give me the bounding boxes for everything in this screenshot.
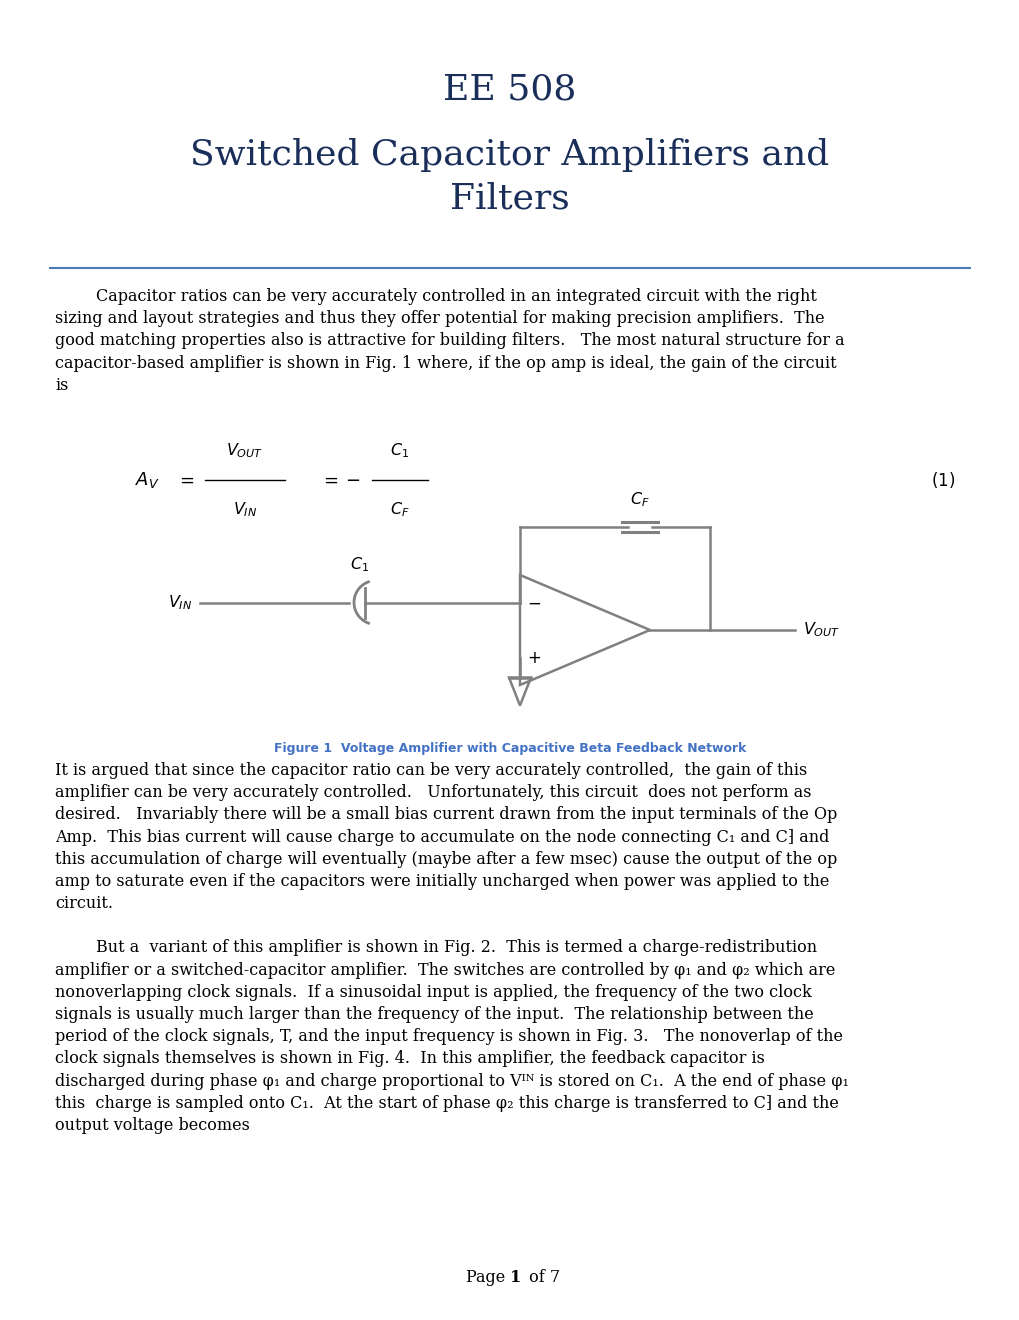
Text: capacitor-based amplifier is shown in Fig. 1 where, if the op amp is ideal, the : capacitor-based amplifier is shown in Fi… — [55, 355, 836, 372]
Text: this accumulation of charge will eventually (maybe after a few msec) cause the o: this accumulation of charge will eventua… — [55, 851, 837, 867]
Text: Switched Capacitor Amplifiers and
Filters: Switched Capacitor Amplifiers and Filter… — [191, 139, 828, 215]
Text: $(1)$: $(1)$ — [930, 470, 954, 490]
Text: $+$: $+$ — [527, 648, 540, 667]
Text: $A_V$: $A_V$ — [135, 470, 160, 490]
Text: amplifier or a switched-capacitor amplifier.  The switches are controlled by φ₁ : amplifier or a switched-capacitor amplif… — [55, 961, 835, 978]
Text: of 7: of 7 — [524, 1270, 559, 1287]
Text: amplifier can be very accurately controlled.   Unfortunately, this circuit  does: amplifier can be very accurately control… — [55, 784, 811, 801]
Text: But a  variant of this amplifier is shown in Fig. 2.  This is termed a charge-re: But a variant of this amplifier is shown… — [55, 940, 816, 957]
Text: $C_1$: $C_1$ — [351, 556, 369, 574]
Text: $=$: $=$ — [175, 471, 195, 488]
Text: circuit.: circuit. — [55, 895, 113, 912]
Text: discharged during phase φ₁ and charge proportional to Vᴵᴺ is stored on C₁.  A th: discharged during phase φ₁ and charge pr… — [55, 1073, 848, 1089]
Text: $-$: $-$ — [527, 594, 540, 611]
Text: $= -$: $= -$ — [320, 471, 361, 488]
Text: EE 508: EE 508 — [443, 73, 576, 106]
Text: signals is usually much larger than the frequency of the input.  The relationshi: signals is usually much larger than the … — [55, 1006, 813, 1023]
Text: $C_1$: $C_1$ — [390, 441, 410, 459]
Text: clock signals themselves is shown in Fig. 4.  In this amplifier, the feedback ca: clock signals themselves is shown in Fig… — [55, 1051, 764, 1068]
Text: $V_{IN}$: $V_{IN}$ — [167, 593, 192, 612]
Text: $V_{OUT}$: $V_{OUT}$ — [802, 620, 840, 639]
Text: $C_F$: $C_F$ — [389, 500, 410, 519]
Text: output voltage becomes: output voltage becomes — [55, 1117, 250, 1134]
Text: sizing and layout strategies and thus they offer potential for making precision : sizing and layout strategies and thus th… — [55, 310, 823, 327]
Text: nonoverlapping clock signals.  If a sinusoidal input is applied, the frequency o: nonoverlapping clock signals. If a sinus… — [55, 983, 811, 1001]
Text: amp to saturate even if the capacitors were initially uncharged when power was a: amp to saturate even if the capacitors w… — [55, 873, 828, 890]
Text: It is argued that since the capacitor ratio can be very accurately controlled,  : It is argued that since the capacitor ra… — [55, 762, 806, 779]
Text: good matching properties also is attractive for building filters.   The most nat: good matching properties also is attract… — [55, 333, 844, 350]
Text: Amp.  This bias current will cause charge to accumulate on the node connecting C: Amp. This bias current will cause charge… — [55, 829, 828, 846]
Text: 1: 1 — [510, 1270, 521, 1287]
Text: this  charge is sampled onto C₁.  At the start of phase φ₂ this charge is transf: this charge is sampled onto C₁. At the s… — [55, 1094, 838, 1111]
Text: desired.   Invariably there will be a small bias current drawn from the input te: desired. Invariably there will be a smal… — [55, 807, 837, 824]
Text: Capacitor ratios can be very accurately controlled in an integrated circuit with: Capacitor ratios can be very accurately … — [55, 288, 816, 305]
Text: Page: Page — [465, 1270, 510, 1287]
Text: Figure 1  Voltage Amplifier with Capacitive Beta Feedback Network: Figure 1 Voltage Amplifier with Capaciti… — [273, 742, 746, 755]
Text: $V_{OUT}$: $V_{OUT}$ — [226, 441, 264, 459]
Text: period of the clock signals, T, and the input frequency is shown in Fig. 3.   Th: period of the clock signals, T, and the … — [55, 1028, 842, 1045]
Text: is: is — [55, 376, 68, 393]
Text: $C_F$: $C_F$ — [630, 490, 649, 510]
Text: $V_{IN}$: $V_{IN}$ — [232, 500, 257, 519]
